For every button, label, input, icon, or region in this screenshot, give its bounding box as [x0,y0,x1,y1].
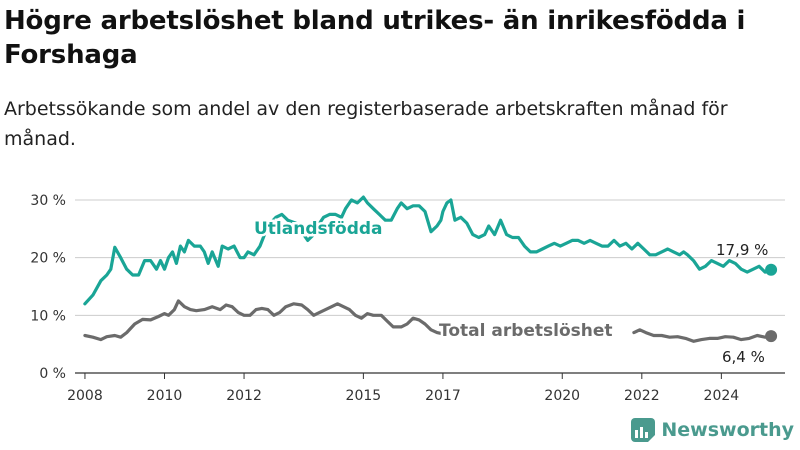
logo-text: Newsworthy [661,419,794,441]
page-subtitle: Arbetssökande som andel av den registerb… [4,98,728,150]
series-layer [83,195,778,343]
x-tick-label: 2024 [704,388,740,404]
y-tick-label: 30 % [30,193,66,209]
bar-chart-logo-icon [631,418,656,442]
x-tick-label: 2022 [624,388,660,404]
series-label-utlandsfodda: Utlandsfödda [254,219,383,239]
series-line-utlandsfodda [83,195,773,306]
x-tick-label: 2012 [226,388,262,404]
x-tick-label: 2020 [544,388,580,404]
end-point-utlandsfodda [765,263,778,276]
series-line-total [83,299,445,342]
newsworthy-logo: Newsworthy [631,418,794,442]
end-value-utlandsfodda: 17,9 % [716,241,768,259]
x-tick-label: 2015 [346,388,382,404]
y-tick-label: 10 % [30,308,66,324]
end-value-total: 6,4 % [722,348,765,366]
axis-layer: 0 % 10 % 20 % 30 % 2008 2010 2012 2015 2017 2020 2… [30,193,739,404]
y-tick-label: 0 % [39,366,66,382]
grid-layer [75,199,785,374]
y-tick-label: 20 % [30,251,66,267]
x-tick-label: 2017 [425,388,461,404]
x-tick-label: 2008 [67,388,103,404]
x-tick-label: 2010 [147,388,183,404]
series-line-total-late [632,328,773,343]
page-title: Högre arbetslöshet bland utrikes- än inr… [4,6,746,70]
end-point-total [765,330,778,343]
series-label-total: Total arbetslöshet [439,321,613,341]
